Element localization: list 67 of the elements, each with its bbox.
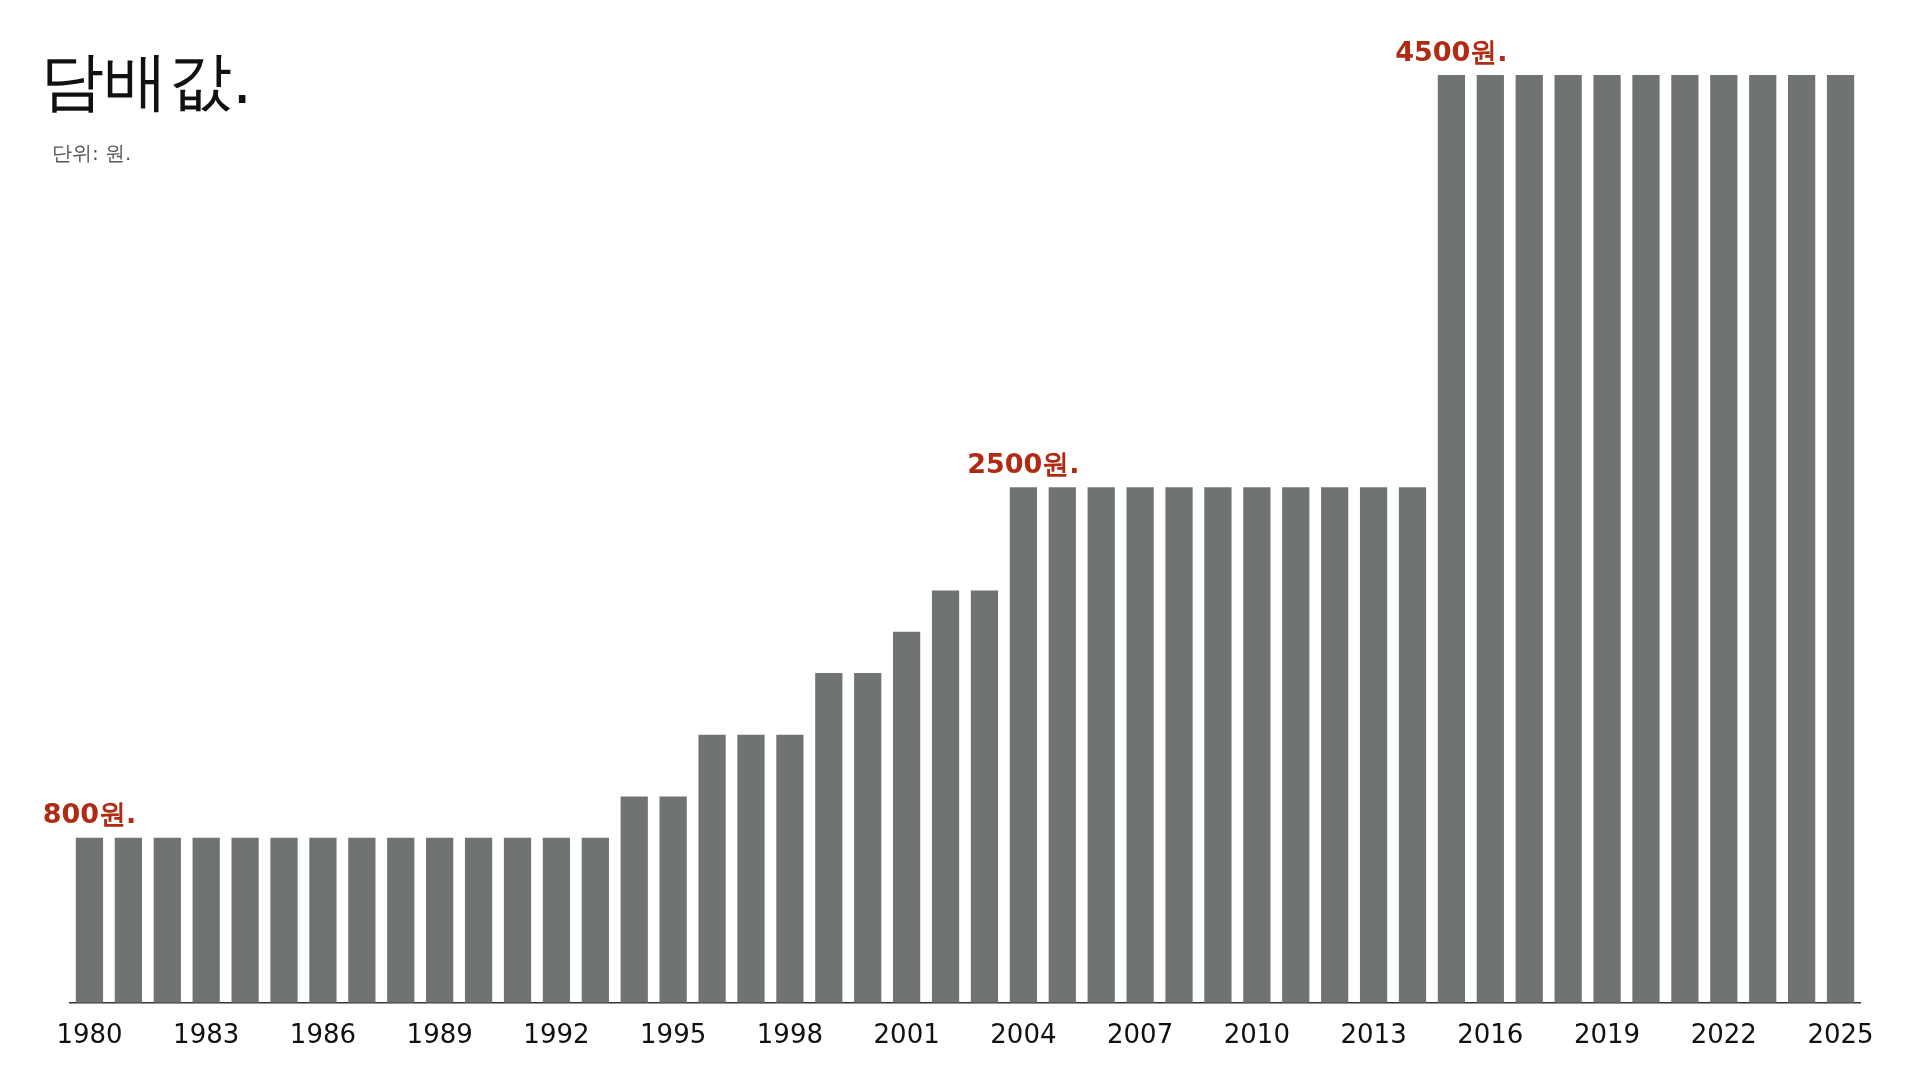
bar xyxy=(1632,75,1660,1003)
x-tick-label: 2022 xyxy=(1690,1019,1757,1050)
bar xyxy=(970,590,999,1003)
x-tick-label: 1998 xyxy=(756,1019,823,1050)
bar xyxy=(153,837,181,1003)
bar xyxy=(1554,75,1582,1003)
bar xyxy=(1437,75,1466,1003)
bar xyxy=(581,837,609,1003)
bar xyxy=(1359,487,1388,1003)
bar xyxy=(503,837,532,1003)
bar xyxy=(542,837,571,1003)
text: 단위: 원. xyxy=(52,140,132,167)
x-tick-label: 2019 xyxy=(1573,1019,1641,1050)
bar xyxy=(776,734,804,1003)
x-tick-label: 2016 xyxy=(1457,1019,1524,1050)
x-tick-label: 1980 xyxy=(56,1019,123,1050)
bar xyxy=(1671,75,1699,1003)
bar xyxy=(348,837,376,1003)
x-tick-label: 1989 xyxy=(406,1019,473,1050)
x-tick-label: 1992 xyxy=(523,1019,590,1050)
bar xyxy=(737,734,765,1003)
bar xyxy=(893,631,921,1003)
data-label: 800원. xyxy=(42,798,137,830)
bar xyxy=(1087,487,1115,1003)
bar xyxy=(1126,487,1154,1003)
bar xyxy=(815,672,843,1003)
bar xyxy=(426,837,454,1003)
x-tick-label: 1983 xyxy=(173,1019,240,1050)
bar xyxy=(1826,75,1855,1003)
x-tick-label: 2001 xyxy=(873,1019,940,1050)
bar xyxy=(1749,75,1777,1003)
bar xyxy=(231,837,259,1003)
bar xyxy=(192,837,220,1003)
bar xyxy=(1009,487,1037,1003)
bar xyxy=(1398,487,1427,1003)
bar xyxy=(659,796,687,1003)
bar xyxy=(309,837,337,1003)
bar xyxy=(620,796,648,1003)
bar xyxy=(1710,75,1738,1003)
bar xyxy=(1476,75,1504,1003)
bar xyxy=(464,837,493,1003)
bar xyxy=(1282,487,1310,1003)
bar xyxy=(854,672,882,1003)
chart-title: 담배값. xyxy=(40,43,253,120)
bar xyxy=(114,837,142,1003)
bar xyxy=(931,590,960,1003)
bar xyxy=(270,837,298,1003)
bar xyxy=(1204,487,1232,1003)
bar xyxy=(1593,75,1621,1003)
x-tick-label: 2013 xyxy=(1340,1019,1407,1050)
x-tick-label: 2007 xyxy=(1107,1019,1174,1050)
bar xyxy=(1515,75,1543,1003)
bar xyxy=(1321,487,1349,1003)
x-tick-label: 1995 xyxy=(640,1019,707,1050)
bar xyxy=(1048,487,1076,1003)
bar xyxy=(1165,487,1193,1003)
data-label: 4500원. xyxy=(1395,35,1508,67)
x-tick-label: 2025 xyxy=(1807,1019,1874,1050)
x-tick-label: 1986 xyxy=(289,1019,357,1050)
bar xyxy=(1788,75,1816,1003)
bar xyxy=(698,734,726,1003)
bar xyxy=(1243,487,1271,1003)
bar xyxy=(75,837,104,1003)
data-label: 2500원. xyxy=(967,447,1080,479)
x-tick-label: 2010 xyxy=(1223,1019,1290,1050)
x-tick-label: 2004 xyxy=(990,1019,1057,1050)
bar xyxy=(387,837,415,1003)
